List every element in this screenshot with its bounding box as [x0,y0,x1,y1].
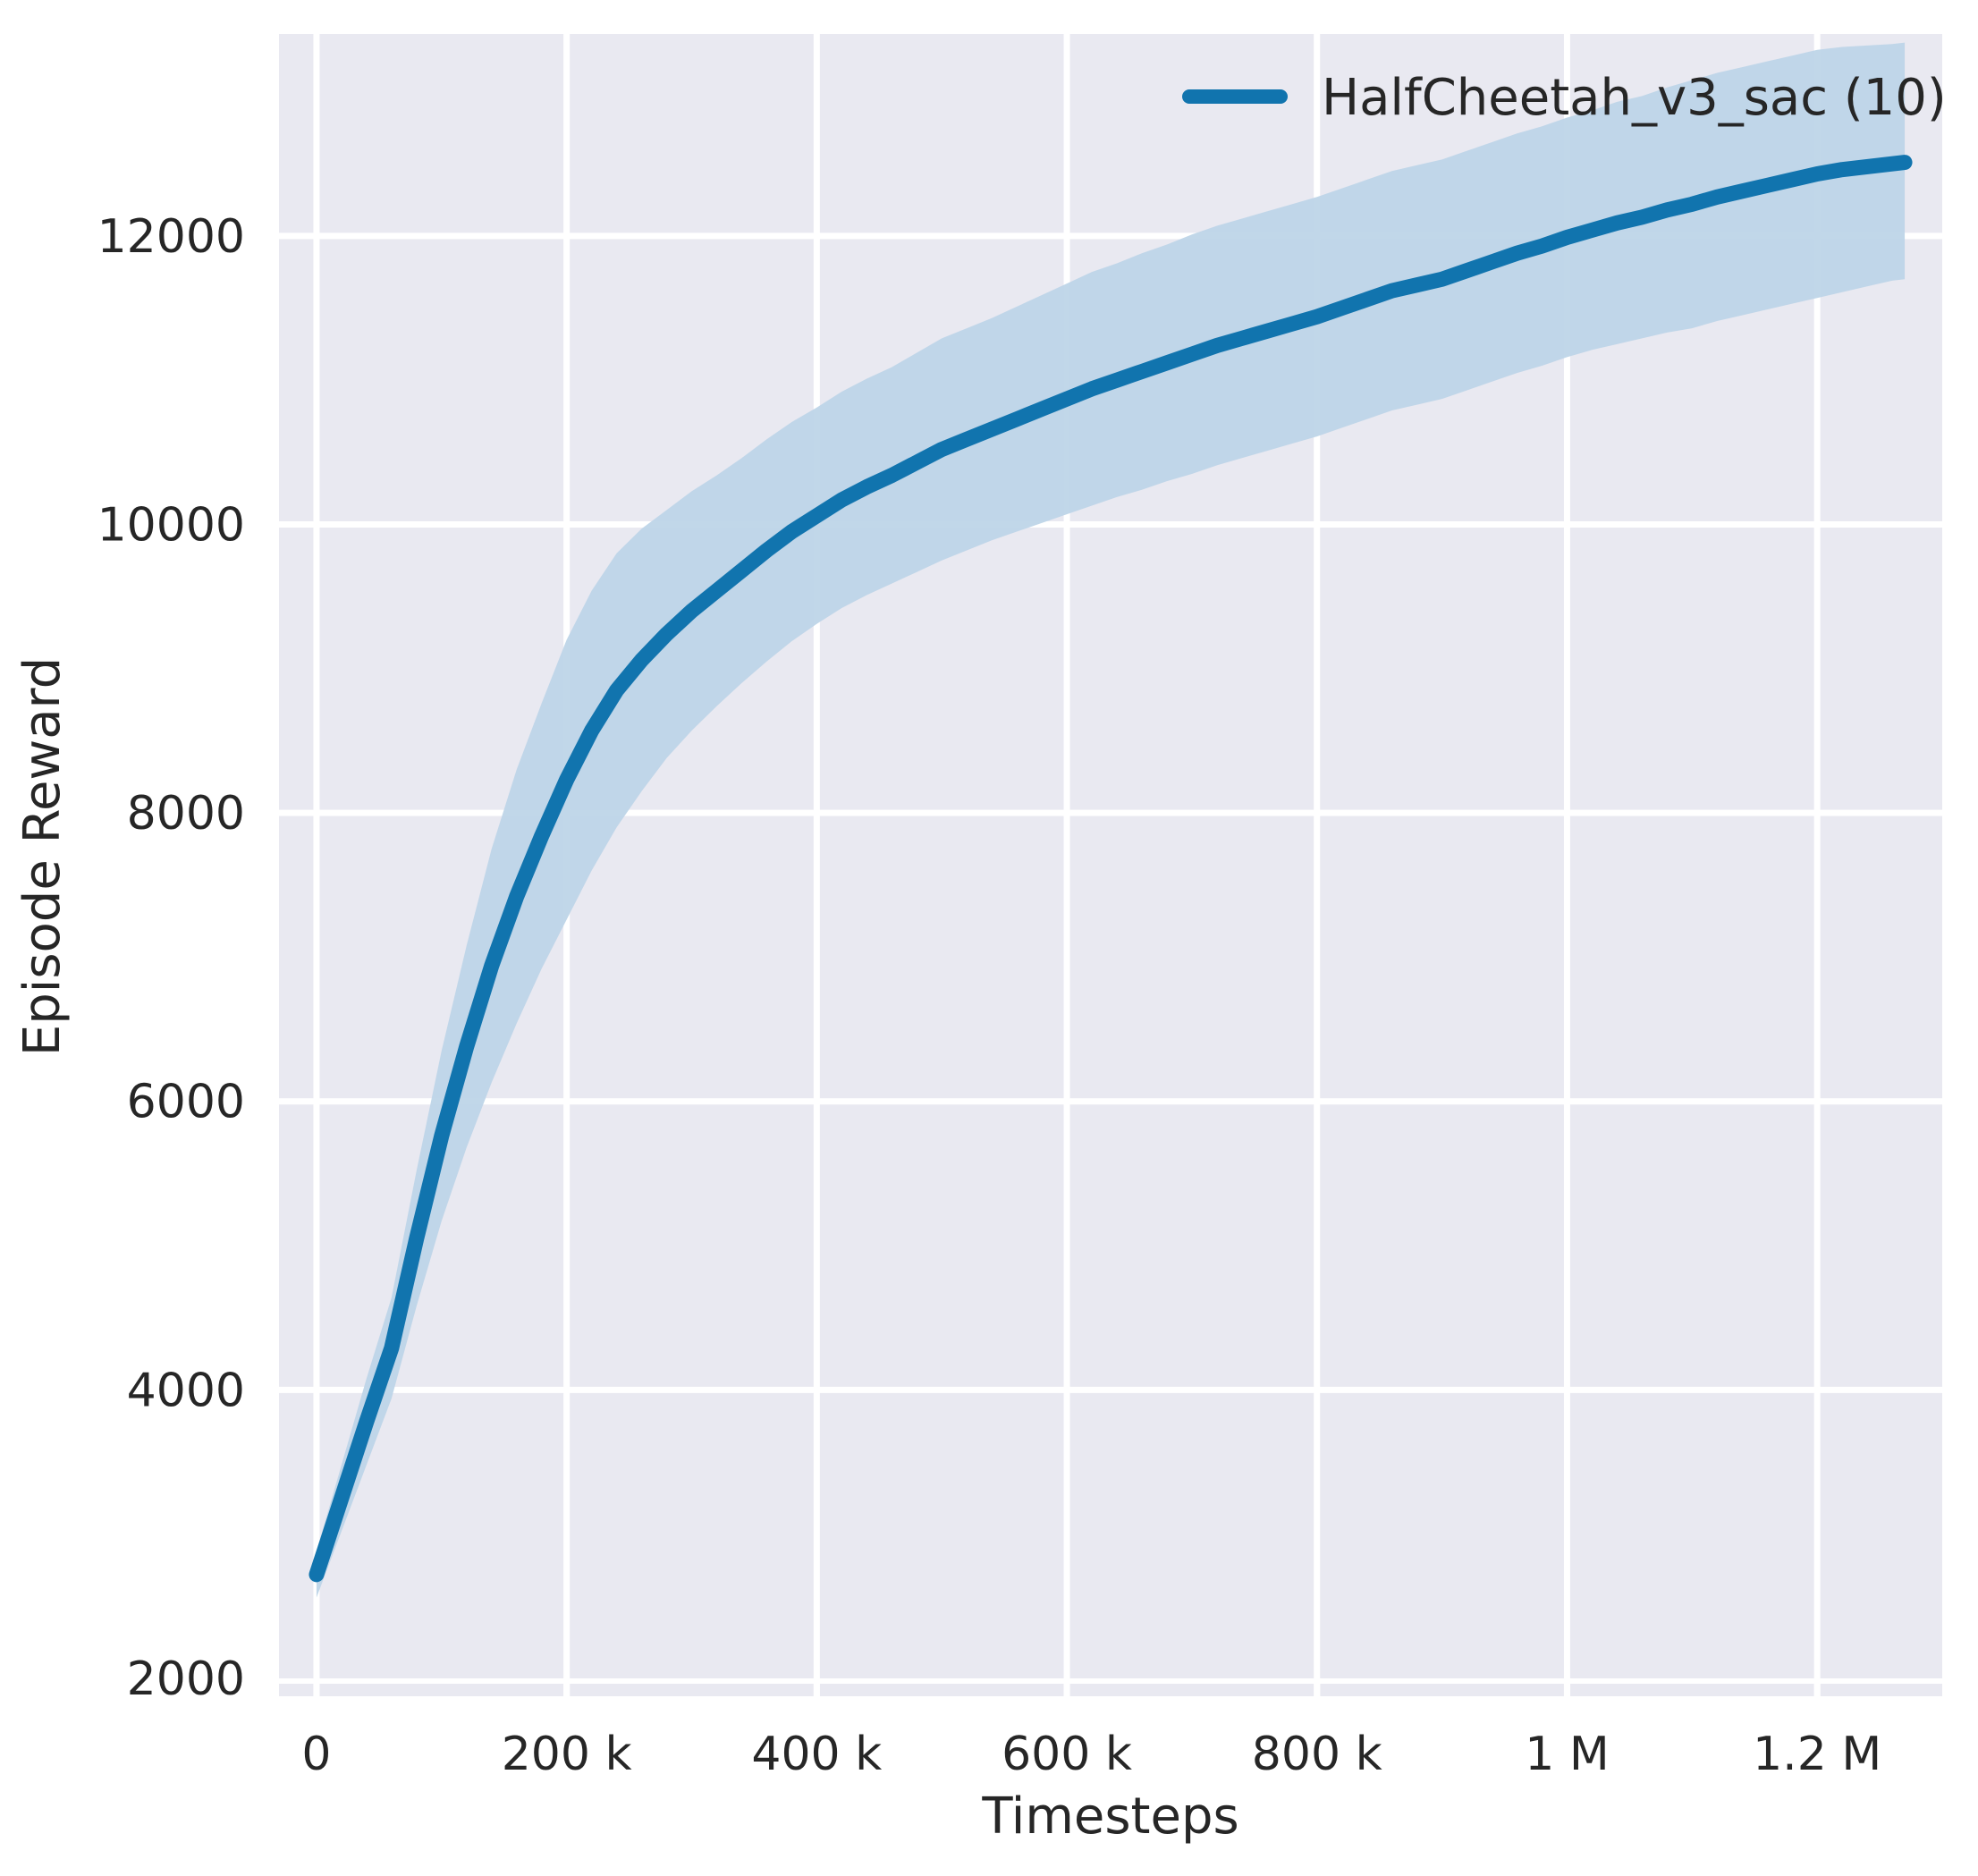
series-line [309,155,1913,1583]
x-tick-label: 200 k [502,1728,632,1781]
series-line-path [309,155,1913,1583]
x-tick-mark [1563,1684,1570,1696]
y-tick-label: 6000 [127,1076,245,1129]
x-tick-label: 1 M [1525,1728,1609,1781]
x-tick-mark [1813,1684,1821,1696]
y-tick-label: 2000 [127,1652,245,1706]
x-tick-mark [1063,1684,1070,1696]
legend-entry-label: HalfCheetah_v3_sac (10) [1322,69,1947,127]
x-tick-mark [813,1684,820,1696]
x-tick-mark [1314,1684,1321,1696]
x-tick-label: 0 [301,1728,331,1781]
y-tick-label: 12000 [97,210,245,264]
y-axis-title: Episode Reward [13,657,72,1056]
x-axis-title: Timesteps [981,1787,1238,1846]
x-tick-label: 400 k [751,1728,882,1781]
axes-bottom-strip [279,1684,1942,1696]
x-tick-labels: 0 200 k 400 k 600 k 800 k 1 M 1.2 M [301,1728,1881,1781]
x-tick-label: 1.2 M [1753,1728,1881,1781]
chart-legend[interactable]: HalfCheetah_v3_sac (10) [1182,69,1947,127]
x-tick-label: 600 k [1002,1728,1132,1781]
y-tick-label: 10000 [97,498,245,552]
x-tick-label: 800 k [1252,1728,1382,1781]
y-tick-label: 4000 [127,1364,245,1417]
y-tick-label: 8000 [127,787,245,841]
y-tick-labels: 2000 4000 6000 8000 10000 12000 [97,210,245,1706]
x-tick-mark [313,1684,320,1696]
x-tick-mark [563,1684,571,1696]
